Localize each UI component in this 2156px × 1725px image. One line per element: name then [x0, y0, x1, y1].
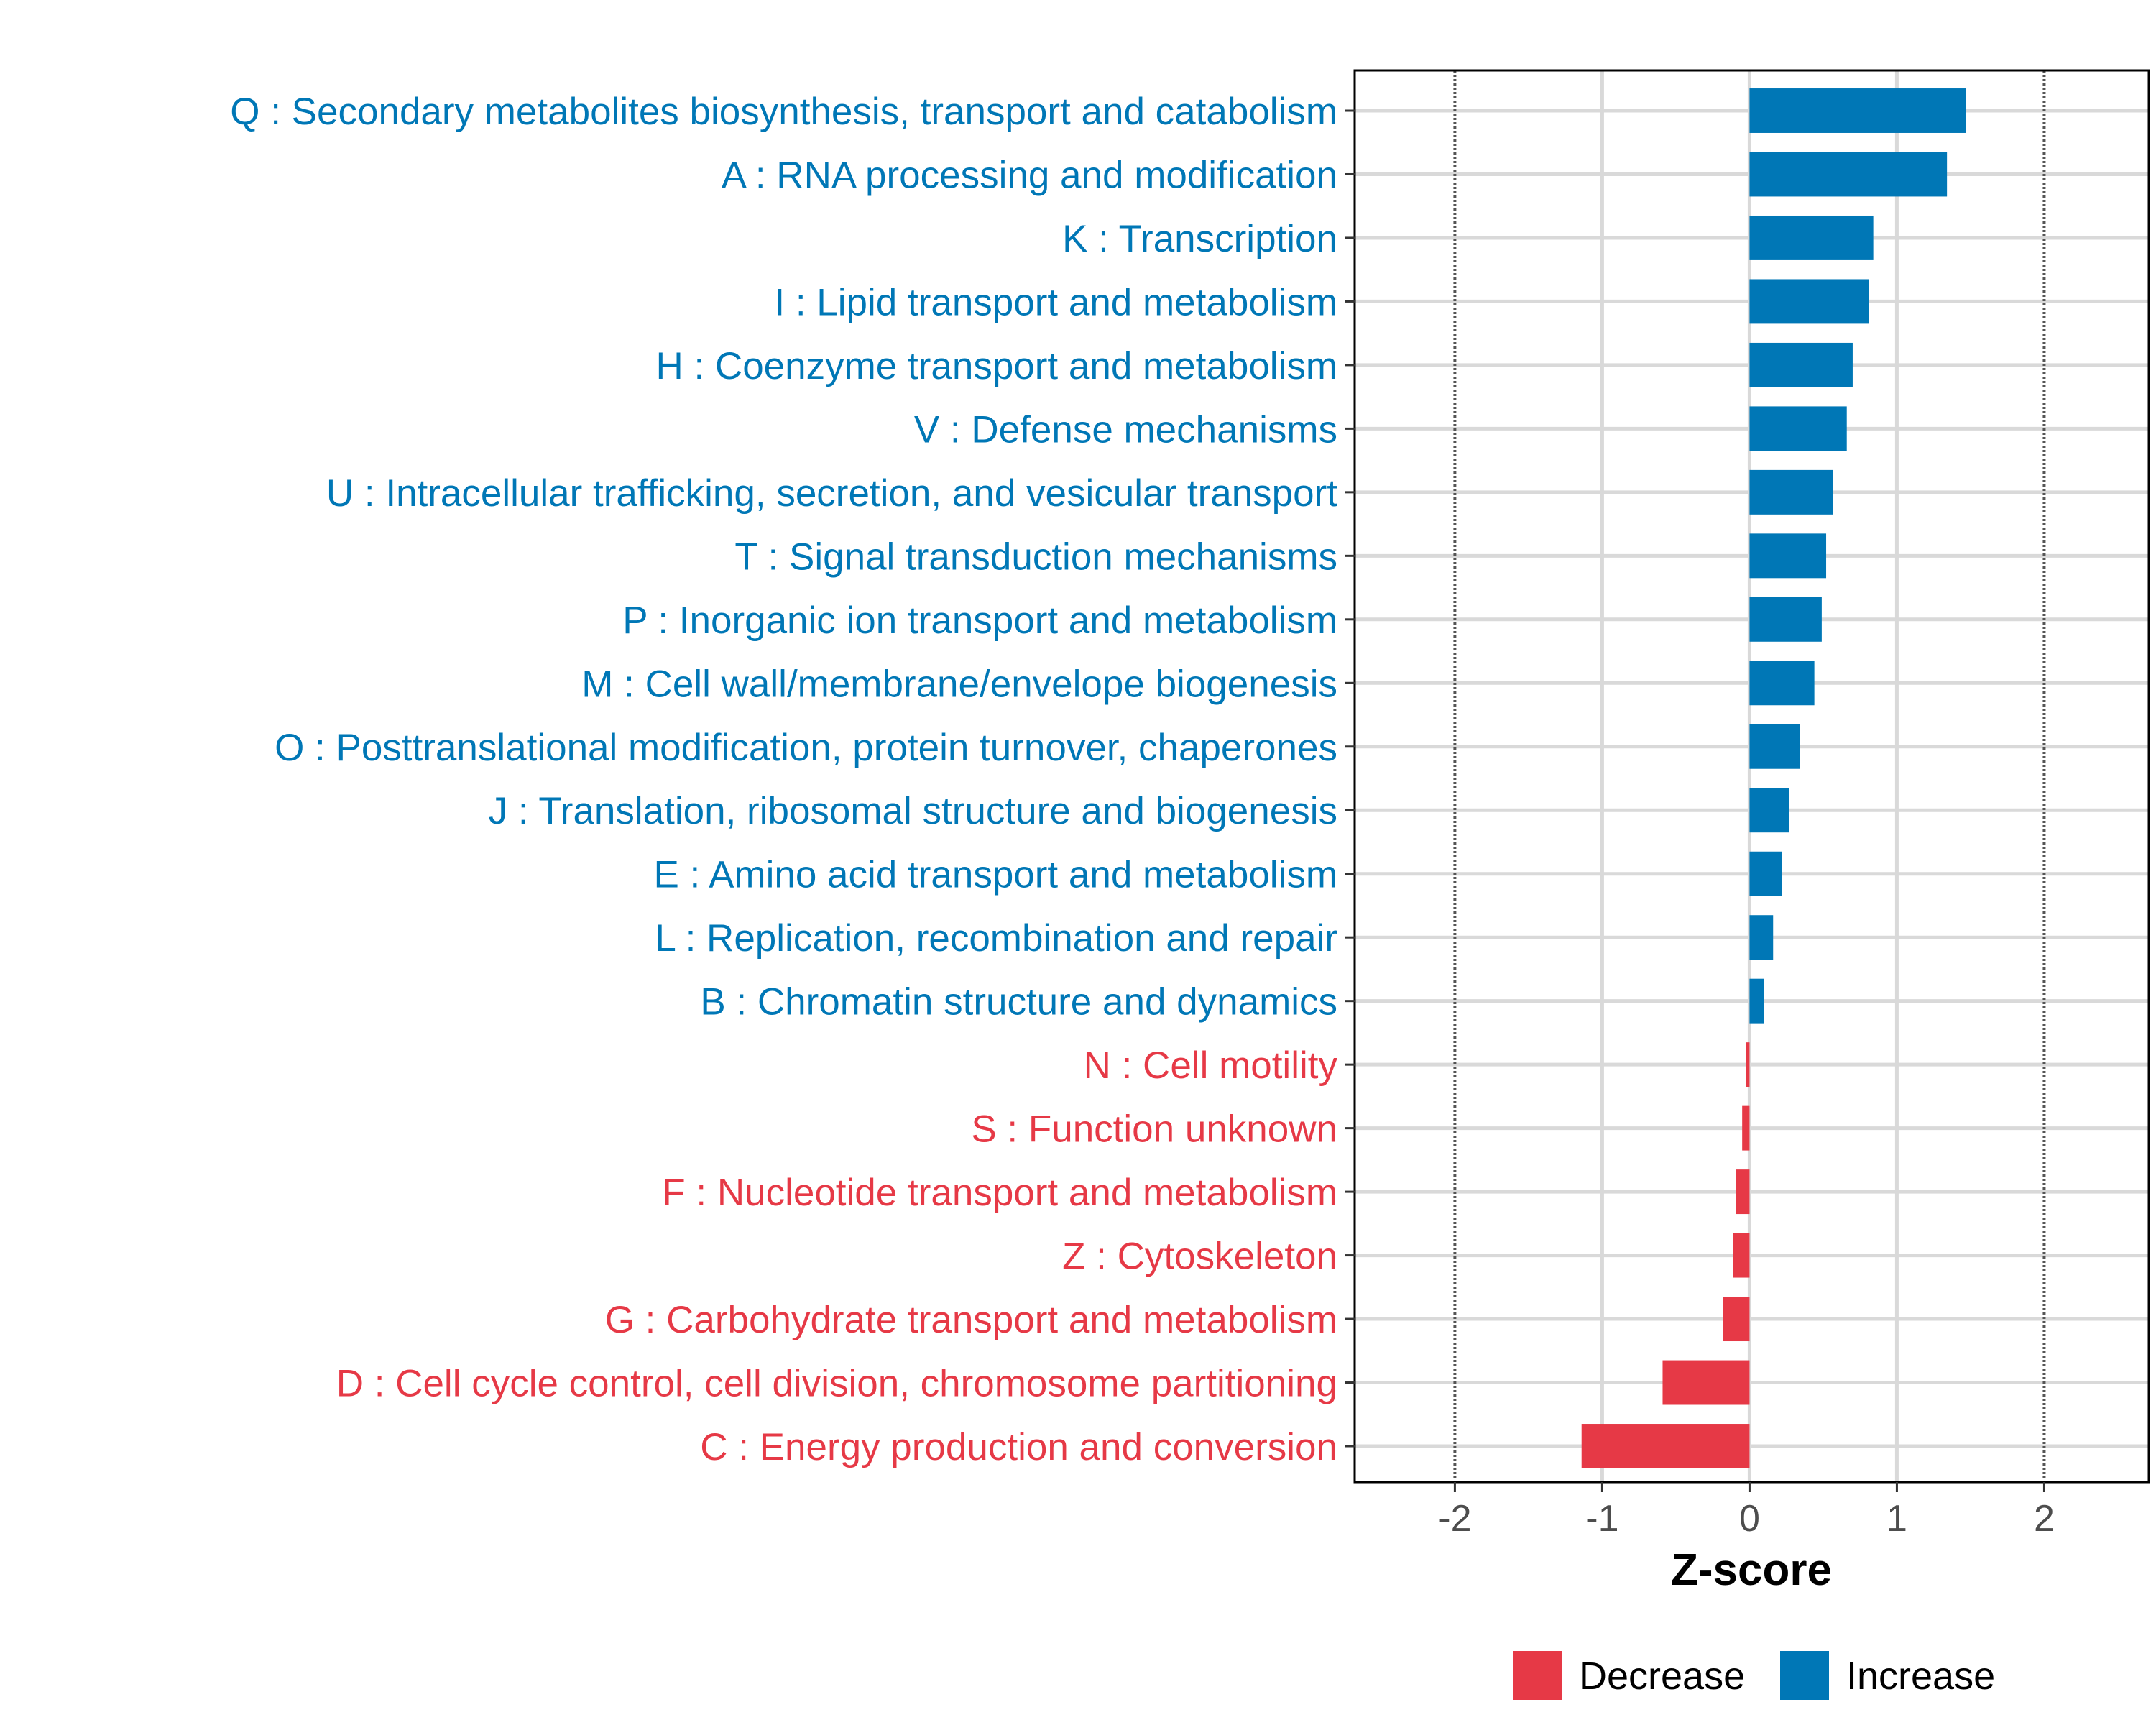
category-label: T : Signal transduction mechanisms — [734, 535, 1337, 578]
category-label: N : Cell motility — [1084, 1044, 1338, 1087]
x-tick-label: 0 — [1739, 1498, 1760, 1540]
bar — [1749, 279, 1869, 324]
bar — [1749, 406, 1847, 451]
category-label: S : Function unknown — [971, 1108, 1337, 1151]
category-label: I : Lipid transport and metabolism — [774, 281, 1337, 323]
category-label: P : Inorganic ion transport and metaboli… — [622, 599, 1337, 642]
bar — [1736, 1169, 1750, 1215]
bar — [1749, 851, 1782, 896]
bar — [1749, 215, 1874, 260]
category-labels: Q : Secondary metabolites biosynthesis, … — [230, 91, 1355, 1468]
x-tick-label: -1 — [1585, 1498, 1618, 1540]
category-label: B : Chromatin structure and dynamics — [700, 981, 1337, 1024]
category-label: C : Energy production and conversion — [700, 1426, 1337, 1468]
bar — [1749, 788, 1789, 833]
category-label: U : Intracellular trafficking, secretion… — [326, 472, 1337, 515]
bar — [1749, 88, 1966, 133]
category-label: Z : Cytoskeleton — [1062, 1236, 1337, 1278]
x-tick-label: -2 — [1438, 1498, 1471, 1540]
bar — [1746, 1042, 1750, 1087]
category-label: E : Amino acid transport and metabolism — [653, 854, 1337, 896]
legend-swatch — [1780, 1651, 1829, 1700]
plot-panel-border — [1353, 69, 2150, 1484]
category-label: J : Translation, ribosomal structure and… — [489, 790, 1337, 832]
bar — [1749, 978, 1764, 1024]
bar — [1749, 342, 1853, 387]
category-label: G : Carbohydrate transport and metabolis… — [605, 1299, 1337, 1341]
legend-label: Decrease — [1579, 1655, 1745, 1698]
x-tick-label: 1 — [1886, 1498, 1907, 1540]
x-tick-label: 2 — [2034, 1498, 2055, 1540]
category-label: D : Cell cycle control, cell division, c… — [336, 1363, 1337, 1405]
legend-label: Increase — [1846, 1655, 1995, 1698]
category-label: K : Transcription — [1062, 218, 1337, 260]
category-label: O : Posttranslational modification, prot… — [275, 727, 1337, 769]
category-label: A : RNA processing and modification — [722, 154, 1337, 196]
x-axis-ticks: -2 -1 0 1 2 — [1438, 1482, 2055, 1540]
bars — [1581, 88, 1966, 1468]
legend-swatch — [1513, 1651, 1562, 1700]
bar — [1749, 661, 1815, 706]
legend: Decrease Increase — [1513, 1651, 1995, 1700]
bar — [1723, 1297, 1750, 1342]
category-label: Q : Secondary metabolites biosynthesis, … — [230, 91, 1337, 133]
category-label: M : Cell wall/membrane/envelope biogenes… — [581, 663, 1337, 705]
category-label: F : Nucleotide transport and metabolism — [662, 1172, 1337, 1214]
category-label: V : Defense mechanisms — [914, 408, 1337, 451]
bar — [1733, 1233, 1750, 1278]
bar — [1662, 1360, 1750, 1405]
bar — [1749, 724, 1800, 769]
category-label: L : Replication, recombination and repai… — [655, 917, 1337, 960]
x-axis-title: Z-score — [1671, 1545, 1832, 1595]
bar — [1749, 597, 1822, 642]
bar — [1749, 469, 1833, 515]
bar — [1581, 1424, 1750, 1468]
bar — [1742, 1105, 1750, 1151]
bar — [1749, 915, 1774, 960]
category-label: H : Coenzyme transport and metabolism — [655, 345, 1337, 387]
bar — [1749, 533, 1827, 579]
bar — [1749, 152, 1948, 197]
